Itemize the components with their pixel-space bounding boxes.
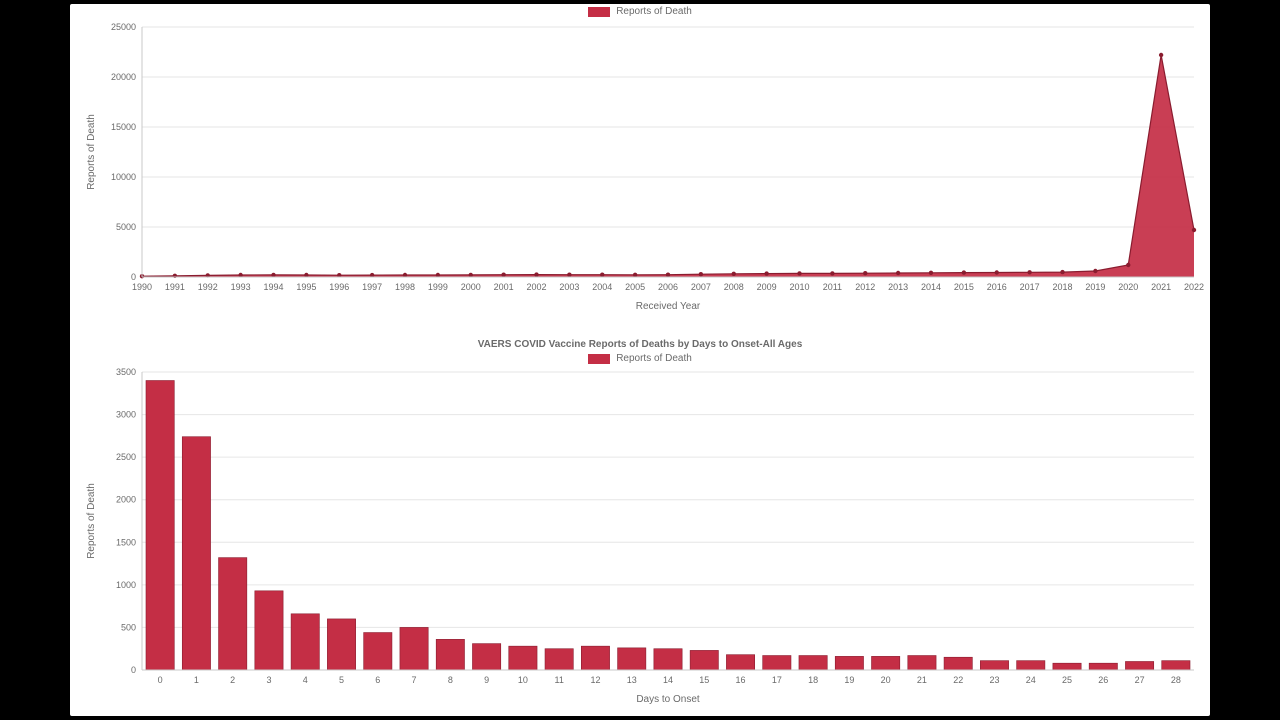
svg-text:22: 22 — [953, 675, 963, 685]
svg-text:1994: 1994 — [263, 282, 283, 292]
svg-text:1999: 1999 — [428, 282, 448, 292]
svg-text:10: 10 — [518, 675, 528, 685]
svg-text:2005: 2005 — [625, 282, 645, 292]
chart1-legend: Reports of Death — [70, 4, 1210, 17]
svg-text:1990: 1990 — [132, 282, 152, 292]
svg-text:23: 23 — [989, 675, 999, 685]
svg-text:2020: 2020 — [1118, 282, 1138, 292]
svg-text:9: 9 — [484, 675, 489, 685]
svg-text:6: 6 — [375, 675, 380, 685]
svg-text:13: 13 — [627, 675, 637, 685]
svg-text:11: 11 — [555, 675, 564, 685]
svg-text:2500: 2500 — [116, 452, 136, 462]
svg-text:2002: 2002 — [526, 282, 546, 292]
svg-text:2016: 2016 — [987, 282, 1007, 292]
svg-text:10000: 10000 — [111, 172, 136, 182]
svg-text:2000: 2000 — [116, 495, 136, 505]
chart1-svg: 0 5000 10000 15000 20000 25000 1990 1991 1992 199… — [70, 17, 1210, 325]
svg-text:2012: 2012 — [855, 282, 875, 292]
svg-text:1: 1 — [194, 675, 199, 685]
svg-text:17: 17 — [772, 675, 782, 685]
svg-text:2009: 2009 — [757, 282, 777, 292]
svg-text:3: 3 — [266, 675, 271, 685]
svg-text:20: 20 — [881, 675, 891, 685]
svg-text:2000: 2000 — [461, 282, 481, 292]
svg-text:Received Year: Received Year — [636, 301, 701, 312]
svg-text:18: 18 — [808, 675, 818, 685]
svg-text:2: 2 — [230, 675, 235, 685]
svg-text:1000: 1000 — [116, 580, 136, 590]
svg-text:500: 500 — [121, 622, 136, 632]
legend-label: Reports of Death — [616, 6, 692, 17]
svg-text:1998: 1998 — [395, 282, 415, 292]
svg-text:25: 25 — [1062, 675, 1072, 685]
svg-text:5000: 5000 — [116, 222, 136, 232]
svg-text:0: 0 — [131, 272, 136, 282]
svg-text:20000: 20000 — [111, 72, 136, 82]
svg-text:21: 21 — [917, 675, 927, 685]
svg-text:4: 4 — [303, 675, 308, 685]
svg-text:2004: 2004 — [592, 282, 612, 292]
svg-text:Days to Onset: Days to Onset — [636, 694, 700, 705]
svg-text:2015: 2015 — [954, 282, 974, 292]
svg-text:2007: 2007 — [691, 282, 711, 292]
svg-text:2013: 2013 — [888, 282, 908, 292]
svg-text:2022: 2022 — [1184, 282, 1204, 292]
svg-text:Reports of Death: Reports of Death — [86, 114, 97, 190]
svg-text:2021: 2021 — [1151, 282, 1171, 292]
svg-text:1997: 1997 — [362, 282, 382, 292]
chart-by-year: Reports of Death 0 5000 10000 15000 20000 250… — [70, 4, 1210, 325]
chart-by-days: VAERS COVID Vaccine Reports of Deaths by… — [70, 325, 1210, 712]
svg-text:1992: 1992 — [198, 282, 218, 292]
svg-text:15: 15 — [699, 675, 709, 685]
svg-text:12: 12 — [590, 675, 600, 685]
svg-text:2006: 2006 — [658, 282, 678, 292]
svg-text:27: 27 — [1135, 675, 1145, 685]
svg-text:14: 14 — [663, 675, 673, 685]
svg-text:3000: 3000 — [116, 410, 136, 420]
svg-text:8: 8 — [448, 675, 453, 685]
svg-text:25000: 25000 — [111, 22, 136, 32]
svg-text:5: 5 — [339, 675, 344, 685]
charts-panel: Reports of Death 05000100001500020000250… — [70, 4, 1210, 716]
chart2-legend: Reports of Death — [70, 350, 1210, 364]
svg-text:15000: 15000 — [111, 122, 136, 132]
svg-text:2001: 2001 — [494, 282, 514, 292]
svg-text:0: 0 — [158, 675, 163, 685]
svg-text:24: 24 — [1026, 675, 1036, 685]
svg-text:3500: 3500 — [116, 367, 136, 377]
svg-text:Reports of Death: Reports of Death — [86, 483, 97, 559]
svg-text:1993: 1993 — [231, 282, 251, 292]
svg-text:2008: 2008 — [724, 282, 744, 292]
svg-text:19: 19 — [844, 675, 854, 685]
legend-swatch — [588, 7, 610, 17]
svg-text:2018: 2018 — [1052, 282, 1072, 292]
svg-text:2011: 2011 — [823, 282, 842, 292]
svg-text:2010: 2010 — [789, 282, 809, 292]
svg-text:16: 16 — [736, 675, 746, 685]
svg-text:1500: 1500 — [116, 537, 136, 547]
legend-swatch — [588, 354, 610, 364]
svg-text:1996: 1996 — [329, 282, 349, 292]
svg-text:7: 7 — [412, 675, 417, 685]
chart2-title: VAERS COVID Vaccine Reports of Deaths by… — [70, 325, 1210, 350]
legend-label: Reports of Death — [616, 353, 692, 364]
svg-text:26: 26 — [1098, 675, 1108, 685]
svg-text:28: 28 — [1171, 675, 1181, 685]
svg-text:0: 0 — [131, 665, 136, 675]
svg-text:2017: 2017 — [1020, 282, 1040, 292]
svg-text:2019: 2019 — [1085, 282, 1105, 292]
svg-text:2014: 2014 — [921, 282, 941, 292]
svg-text:1995: 1995 — [296, 282, 316, 292]
chart2-svg: 0500100015002000250030003500012345678910… — [70, 364, 1210, 712]
svg-text:1991: 1991 — [165, 282, 185, 292]
svg-text:2003: 2003 — [559, 282, 579, 292]
